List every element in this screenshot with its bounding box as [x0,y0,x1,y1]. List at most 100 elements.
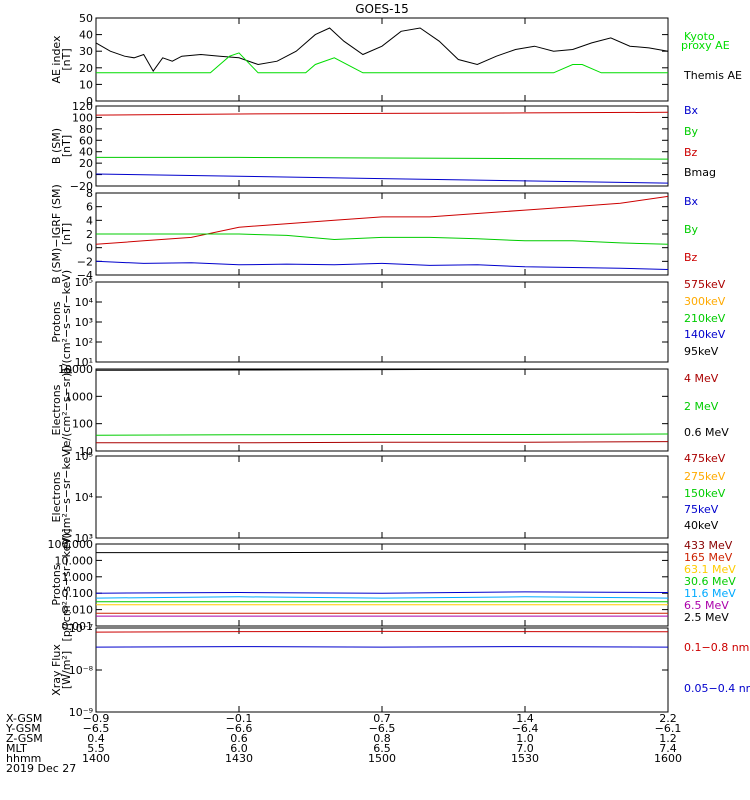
footer-row-label: X-GSM [6,712,42,725]
y-axis-label: AE index [50,35,63,84]
series-line [96,52,668,74]
legend-entry: 6.5 MeV [684,599,729,612]
footer-value: 7.4 [659,742,677,755]
legend-entry: 2.5 MeV [684,611,729,624]
footer-value: 0.7 [373,712,391,725]
ytick-label: −20 [70,180,93,193]
footer-row-label: MLT [6,742,27,755]
ytick-label: 120 [72,100,93,113]
footer-value: −6.5 [369,722,396,735]
legend-entry: 11.6 MeV [684,587,736,600]
y-axis-label: p/(cm²−s−sr−keV) [60,270,73,374]
footer-value: −6.4 [512,722,539,735]
legend-entry: 140keV [684,328,726,341]
ytick-label: 10⁴ [75,491,94,504]
legend-entry: 40keV [684,519,719,532]
ytick-label: 10⁵ [75,276,93,289]
legend-entry: By [684,223,699,236]
legend-entry: 0.6 MeV [684,426,729,439]
ytick-label: 2 [86,228,93,241]
ytick-label: 10³ [75,316,93,329]
ytick-label: 10⁴ [75,296,94,309]
legend-entry: 575keV [684,278,726,291]
footer-value: 6.0 [230,742,248,755]
ytick-label: 10⁵ [75,450,93,463]
series-line [96,233,669,245]
panel-frame [95,281,669,363]
y-axis-label: Protons [50,564,63,605]
ytick-label: 10000 [58,363,93,376]
y-axis-label: B (SM)−IGRF (SM) [50,184,63,284]
ytick-label: 10³ [75,532,93,545]
ytick-label: 60 [79,134,93,147]
footer-value: 1.0 [516,732,534,745]
footer-value: −0.9 [83,712,110,725]
panel-xray: 10⁻⁹ 10⁻⁸ 10⁻⁷ Xray Flux[W/m²] 0.1−0.8 nm 0.0… [50,622,750,719]
legend-entry: Bz [684,146,698,159]
ytick-label: 0.100 [62,587,94,600]
footer-value: 0.6 [230,732,248,745]
legend-entry: 475keV [684,452,726,465]
ytick-label: 0 [86,95,93,108]
legend-entry: 165 MeV [684,551,733,564]
footer-value: 1500 [368,752,396,765]
legend-entry: 30.6 MeV [684,575,736,588]
ytick-label: 100 [72,111,93,124]
footer-value: 5.5 [87,742,105,755]
legend-entry: 210keV [684,312,726,325]
footer-value: 7.0 [516,742,534,755]
ytick-label: 10⁻⁷ [69,622,93,635]
legend-entry: 275keV [684,470,726,483]
footer-value: 0.8 [373,732,391,745]
ytick-label: 8 [86,187,93,200]
series-line [96,156,669,160]
panel-frame [95,368,669,452]
footer-value: 1400 [82,752,110,765]
series-line [96,441,669,444]
ytick-label: 40 [79,29,93,42]
y-axis-label: [nT] [60,223,73,245]
ytick-label: 10⁻⁸ [69,664,94,677]
legend-entry: 0.05−0.4 nm [684,682,750,695]
footer-value: 1530 [511,752,539,765]
panel-frame [95,455,669,539]
ytick-label: 0.001 [62,620,94,633]
ytick-label: 10² [75,336,93,349]
legend-entry: proxy AE [681,39,730,52]
ytick-label: −4 [77,269,93,282]
y-axis-label: B (SM) [50,128,63,164]
y-axis-label: [nT] [60,135,73,157]
footer-value: 6.5 [373,742,391,755]
footer-value: −6.6 [226,722,253,735]
ytick-label: 1000 [65,390,93,403]
legend-entry: 2 MeV [684,400,719,413]
legend-entry: 95keV [684,345,719,358]
legend-entry: 63.1 MeV [684,563,736,576]
ytick-label: 100 [72,418,93,431]
series-line [95,596,669,599]
y-axis-label: [W/m²] [60,651,73,689]
legend-entry: 300keV [684,295,726,308]
series-line [95,195,669,245]
legend-entry: Bx [684,104,699,117]
ytick-label: 30 [79,45,93,58]
footer-row-label: Z-GSM [6,732,43,745]
y-axis-label: Xray Flux [50,644,63,696]
panel-frame [95,105,669,187]
ytick-label: 0 [86,242,93,255]
y-axis-label: [p/(cm²−s−sr−keV)] [60,529,73,642]
figure-title: GOES-15 [355,2,409,16]
ytick-label: 10.000 [55,554,94,567]
ytick-label: 10⁻⁹ [69,706,93,719]
ytick-label: 1.000 [62,571,94,584]
footer-row-label: Y-GSM [5,722,41,735]
y-axis-label: Electrons [50,471,63,522]
footer-row-label: 2019 Dec 27 [6,762,76,775]
y-axis-label: e/(cm²−s−sr−keV) [60,445,73,549]
legend-entry: 433 MeV [684,539,733,552]
